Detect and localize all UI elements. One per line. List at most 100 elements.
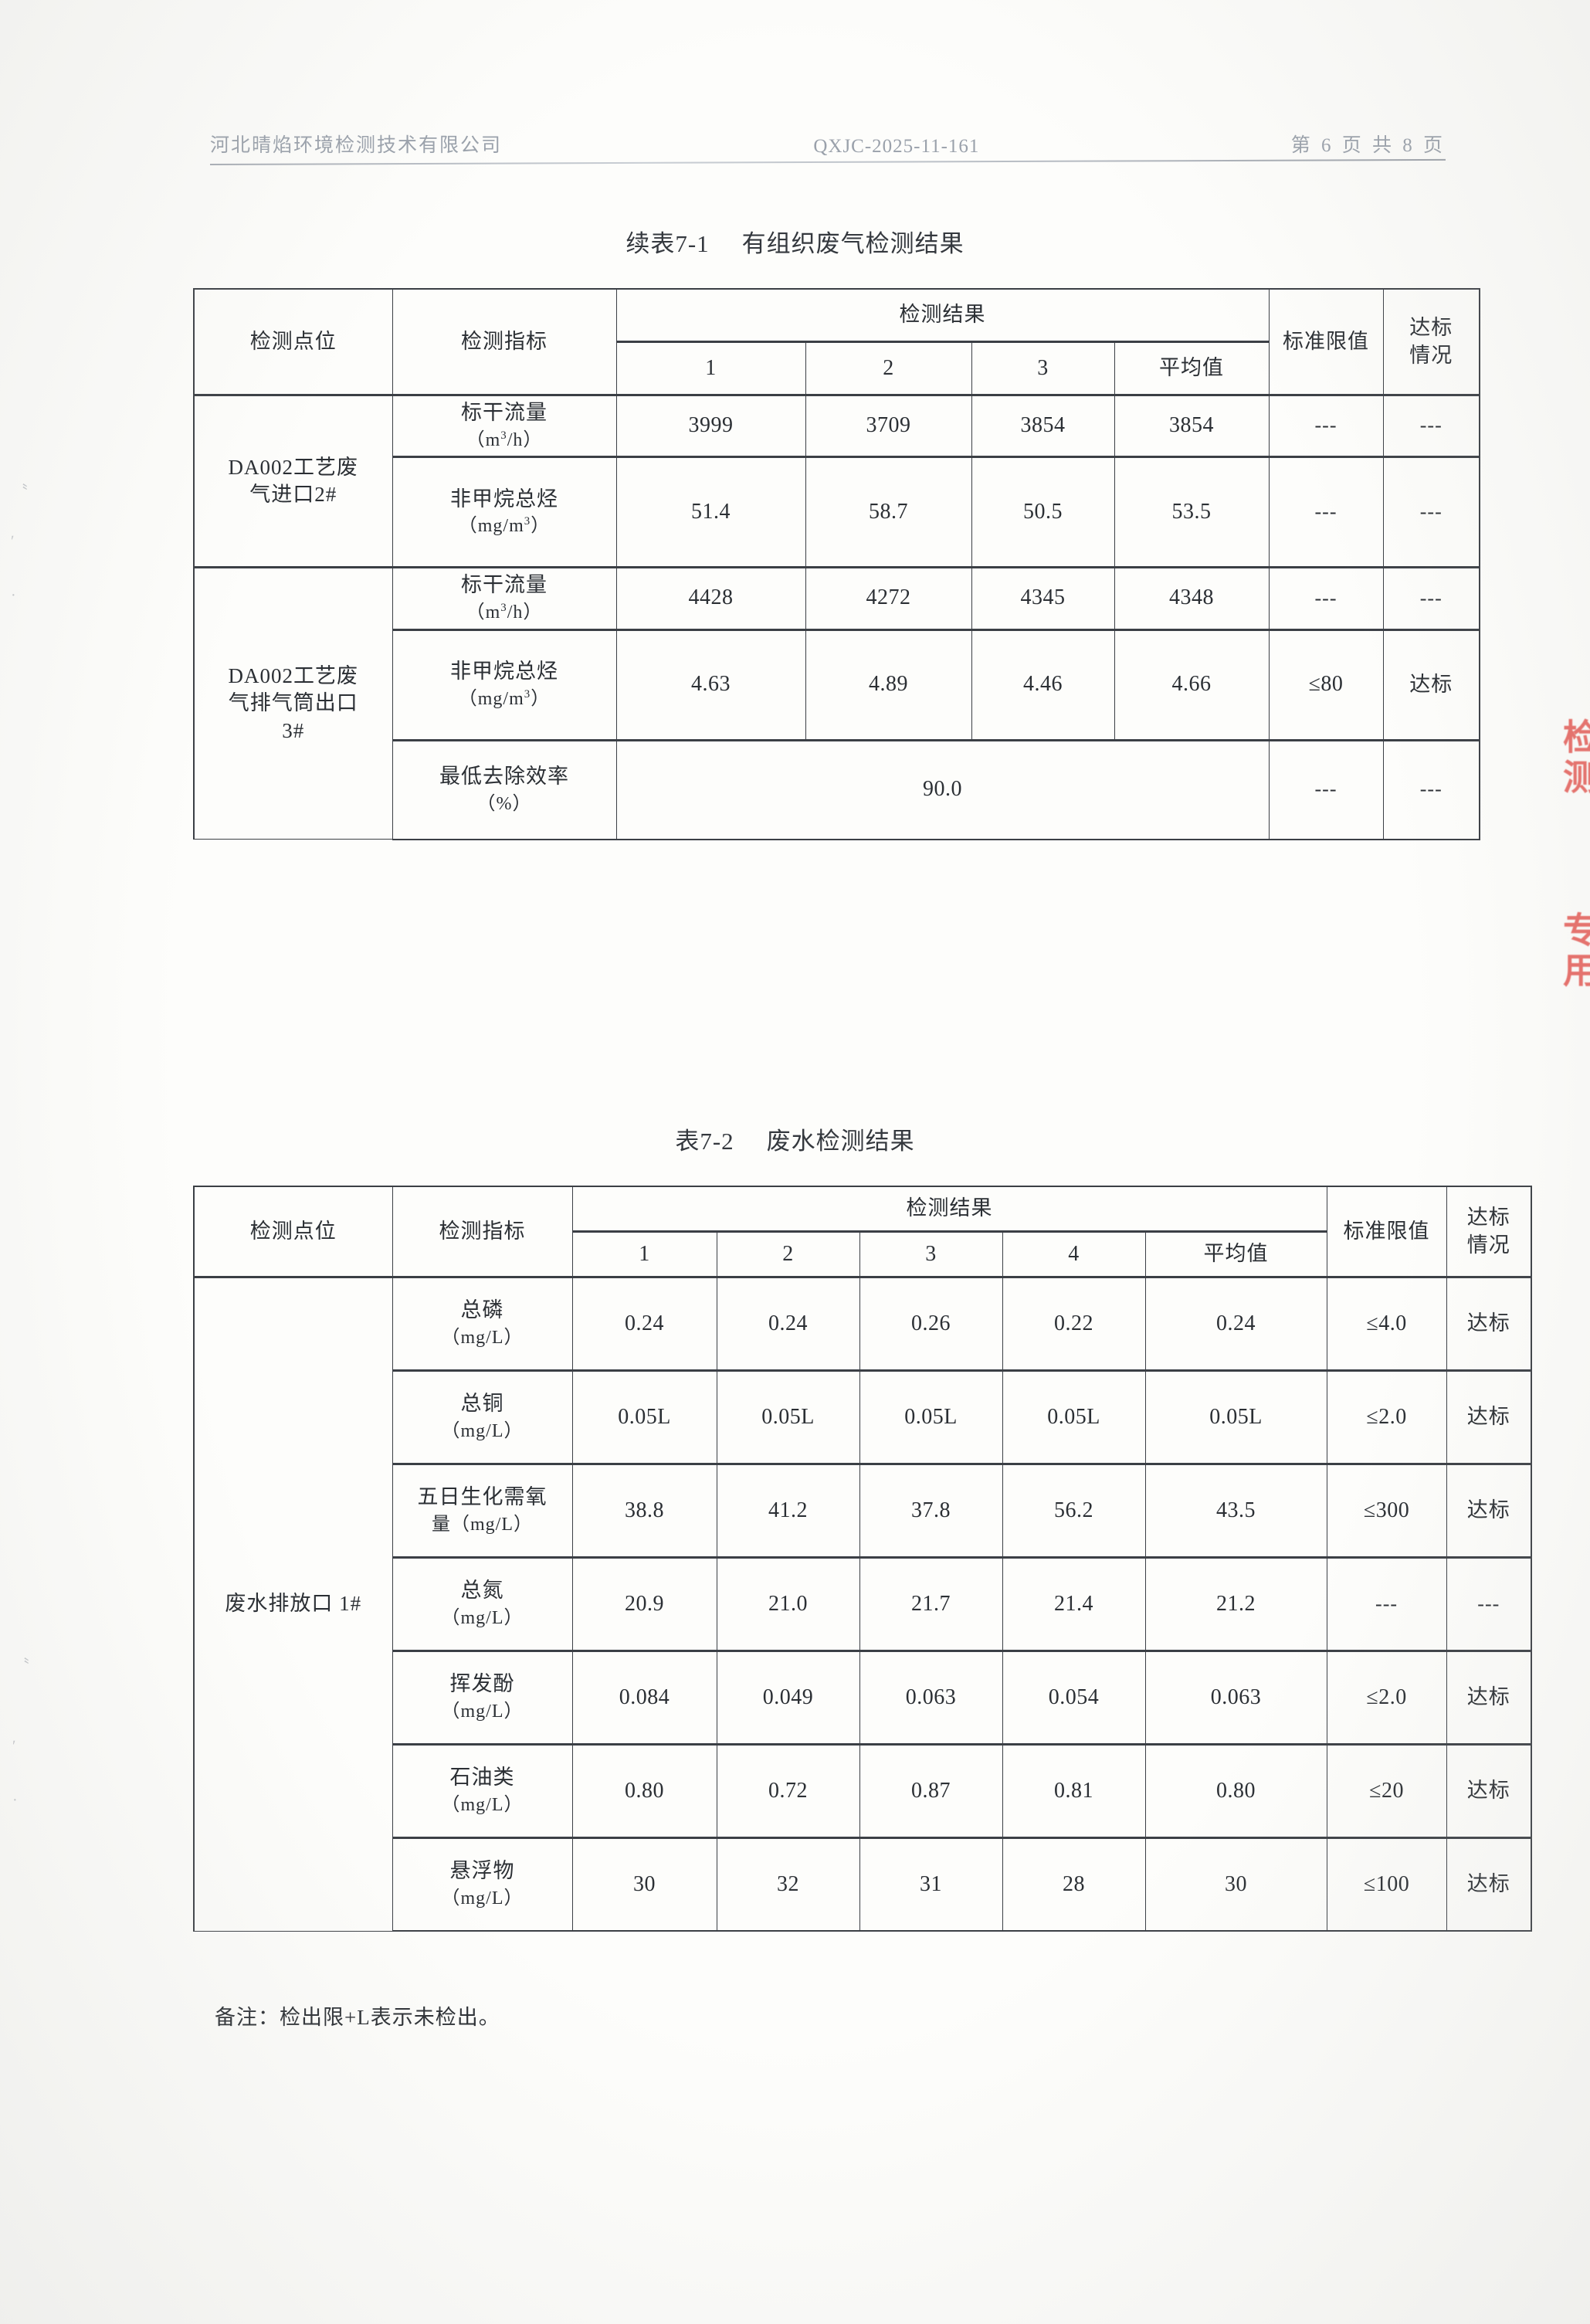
table-row: DA002工艺废 气排气筒出口 3# 标干流量 （m3/h） 4428 4272…	[193, 566, 1480, 840]
table1-limit-flow-1: ---	[1268, 393, 1384, 458]
table1-compliance-nmhc-2: 达标	[1382, 628, 1480, 741]
table2-limit-bod5: ≤300	[1326, 1463, 1447, 1558]
table-row: 石油类 （mg/L） 0.80 0.72 0.87 0.81 0.80 ≤20 …	[194, 1743, 1533, 1838]
table2-unit-tp: （mg/L）	[441, 1327, 524, 1348]
table2-r2-ss: 32	[716, 1837, 860, 1932]
table2-r3-oil: 0.87	[859, 1743, 1003, 1838]
table2-avg-phenol: 0.063	[1144, 1650, 1327, 1745]
table1-limit-nmhc-2: ≤80	[1268, 628, 1384, 741]
table2-col-indicator: 检测指标	[392, 1186, 573, 1277]
header-page-number: 第 6 页 共 8 页	[1290, 135, 1446, 156]
table-row: 挥发酚 （mg/L） 0.084 0.049 0.063 0.054 0.063…	[194, 1650, 1533, 1745]
exhaust-gas-results-table: 检测点位 检测指标 检测结果 标准限值 达标 情况 1 2 3 平均值 DA002…	[193, 288, 1480, 840]
table2-footnote: 备注：检出限+L表示未检出。	[215, 2006, 500, 2029]
table1-col-point: 检测点位	[193, 288, 393, 395]
table2-r3-bod5: 37.8	[859, 1463, 1003, 1558]
table2-col-limit: 标准限值	[1326, 1186, 1447, 1277]
table2-r2-phenol: 0.049	[716, 1650, 860, 1745]
table1-caption-title: 有组织废气检测结果	[741, 230, 965, 257]
table1-compliance-efficiency: ---	[1382, 738, 1480, 840]
table2-col-avg: 平均值	[1144, 1230, 1327, 1277]
table1-header-row-2: 1 2 3 平均值	[194, 341, 1480, 395]
table2-col-compliance: 达标 情况	[1446, 1186, 1533, 1277]
table1-avg-flow-1: 3854	[1114, 393, 1270, 458]
table1-limit-efficiency: ---	[1268, 738, 1384, 840]
table2-unit-phenol: （mg/L）	[441, 1701, 524, 1722]
table2-r4-phenol: 0.054	[1002, 1650, 1146, 1745]
table1-avg-nmhc-2: 4.66	[1114, 628, 1270, 741]
table1-r3-flow-1: 3854	[971, 393, 1115, 458]
table2-compliance-ss: 达标	[1446, 1837, 1533, 1932]
table2-indicator-oil: 石油类 （mg/L）	[392, 1743, 573, 1838]
table2-col-r2: 2	[716, 1230, 860, 1277]
table1-r1-flow-2: 4428	[615, 566, 806, 630]
table1-r1-nmhc-2: 4.63	[615, 628, 806, 741]
table1-indicator-flow-1: 标干流量 （m3/h）	[392, 393, 617, 458]
table2-r3-cu: 0.05L	[859, 1369, 1003, 1464]
table2-compliance-cu: 达标	[1446, 1369, 1533, 1464]
table2-avg-oil: 0.80	[1144, 1743, 1327, 1838]
table2-compliance-bod5: 达标	[1446, 1463, 1533, 1558]
table1-col-indicator: 检测指标	[392, 288, 617, 395]
table1-limit-nmhc-1: ---	[1268, 456, 1384, 568]
table2-r1-ss: 30	[571, 1837, 717, 1932]
table2-caption-number: 表7-2	[675, 1128, 734, 1155]
table2-r2-tn: 21.0	[716, 1556, 860, 1651]
margin-pencil-mark-1: 〝	[12, 483, 28, 500]
red-seal-stamp-bottom: 专用	[1558, 911, 1590, 992]
table1-col-limit: 标准限值	[1268, 288, 1384, 395]
table2-unit-tn: （mg/L）	[441, 1607, 524, 1628]
table1-r3-nmhc-1: 50.5	[971, 456, 1115, 568]
table2-r4-cu: 0.05L	[1002, 1369, 1146, 1464]
table2-indicator-tp: 总磷 （mg/L）	[392, 1276, 573, 1371]
table1-caption: 续表7-1 有组织废气检测结果	[0, 224, 1590, 259]
table2-r4-bod5: 56.2	[1002, 1463, 1146, 1558]
table1-r3-nmhc-2: 4.46	[971, 628, 1115, 741]
table2-r1-phenol: 0.084	[571, 1650, 717, 1745]
table-row: 五日生化需氧 量（mg/L） 38.8 41.2 37.8 56.2 43.5 …	[194, 1463, 1533, 1558]
header-report-code: QXJC-2025-11-161	[813, 136, 980, 157]
table1-unit-efficiency: （%）	[476, 793, 532, 814]
table2-compliance-oil: 达标	[1446, 1743, 1533, 1838]
table2-header-row-2: 1 2 3 4 平均值	[194, 1230, 1531, 1277]
table1-caption-number: 续表7-1	[625, 230, 710, 257]
table2-col-results-group: 检测结果	[571, 1186, 1327, 1232]
table1-compliance-flow-2: ---	[1382, 566, 1480, 630]
table2-r2-tp: 0.24	[716, 1276, 860, 1371]
table2-limit-phenol: ≤2.0	[1326, 1650, 1447, 1745]
table2-r1-oil: 0.80	[571, 1743, 717, 1838]
page-header: 河北晴焰环境检测技术有限公司 QXJC-2025-11-161 第 6 页 共 …	[210, 130, 1446, 158]
table1-point-outlet-line2: 气排气筒出口	[228, 691, 358, 715]
table2-r3-tn: 21.7	[859, 1556, 1003, 1651]
table1-col-avg: 平均值	[1114, 341, 1270, 395]
margin-pencil-mark-2: ʹ	[11, 533, 15, 550]
table2-r1-bod5: 38.8	[571, 1463, 717, 1558]
table2-indicator-ss: 悬浮物 （mg/L）	[392, 1837, 573, 1932]
table1-r2-nmhc-2: 4.89	[805, 628, 972, 741]
table2-r2-oil: 0.72	[716, 1743, 860, 1838]
table1-point-outlet-line3: 3#	[282, 719, 305, 742]
table2-indicator-tn: 总氮 （mg/L）	[392, 1556, 573, 1651]
table1-r3-flow-2: 4345	[971, 566, 1115, 630]
table2-r4-oil: 0.81	[1002, 1743, 1146, 1838]
red-seal-stamp-top: 检测	[1558, 718, 1590, 799]
table1-r2-nmhc-1: 58.7	[805, 456, 972, 568]
table2-r4-ss: 28	[1002, 1837, 1146, 1932]
table1-limit-flow-2: ---	[1268, 566, 1384, 630]
table2-unit-cu: （mg/L）	[441, 1420, 524, 1441]
table2-avg-bod5: 43.5	[1144, 1463, 1327, 1558]
table1-point-inlet: DA002工艺废 气进口2#	[193, 393, 393, 568]
table2-compliance-phenol: 达标	[1446, 1650, 1533, 1745]
table2-unit-oil: （mg/L）	[441, 1794, 524, 1815]
table1-indicator-efficiency: 最低去除效率 （%）	[392, 738, 617, 840]
table-row: 最低去除效率 （%） 90.0 --- ---	[194, 738, 1480, 840]
table2-r3-ss: 31	[859, 1837, 1003, 1932]
table-row: 废水排放口 1# 总磷 （mg/L） 0.24 0.24 0.26 0.22 0…	[193, 1276, 1533, 1932]
table1-col-results-group: 检测结果	[615, 288, 1270, 342]
table2-compliance-tn: ---	[1446, 1556, 1533, 1651]
table-row: 非甲烷总烃 （mg/m3） 51.4 58.7 50.5 53.5 --- --…	[194, 456, 1480, 568]
table2-col-point: 检测点位	[193, 1186, 393, 1277]
table2-avg-ss: 30	[1144, 1837, 1327, 1932]
table1-point-outlet-line1: DA002工艺废	[228, 663, 358, 687]
margin-pencil-mark-5: ʹ	[12, 1738, 16, 1755]
